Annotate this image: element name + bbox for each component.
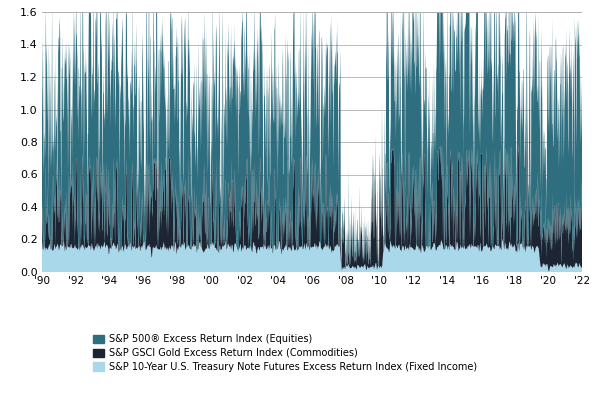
Legend: S&P 500® Excess Return Index (Equities), S&P GSCI Gold Excess Return Index (Comm: S&P 500® Excess Return Index (Equities),… <box>92 334 478 372</box>
